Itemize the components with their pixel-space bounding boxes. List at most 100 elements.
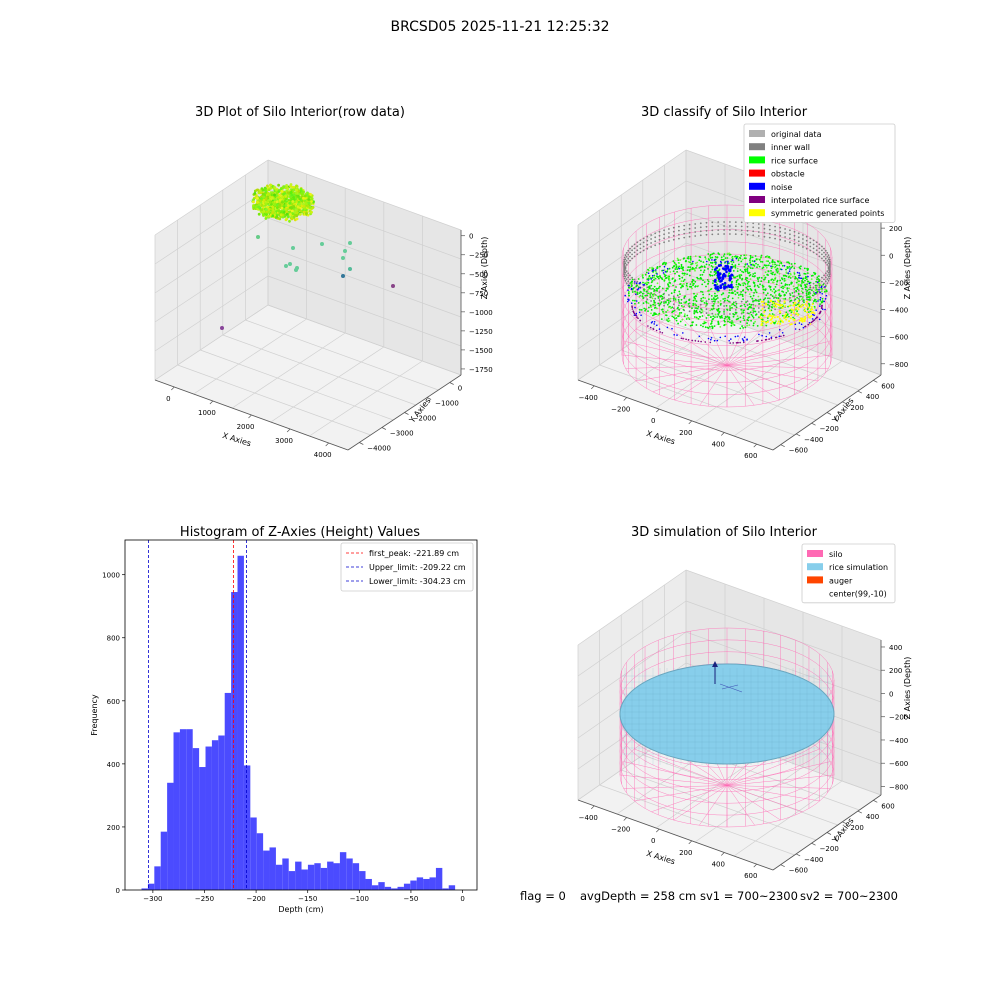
silo-floor-spoke xyxy=(651,785,728,813)
rice-surface-point xyxy=(796,288,799,290)
raw-cluster-point xyxy=(293,210,297,214)
rice-surface-point xyxy=(751,315,754,318)
inner-wall-point xyxy=(752,222,755,225)
noise-point xyxy=(750,264,752,266)
rice-surface-point xyxy=(711,274,714,277)
rice-surface-point xyxy=(704,305,707,308)
inner-wall-point xyxy=(658,238,661,241)
inner-wall-point xyxy=(633,243,636,246)
rice-surface-point xyxy=(762,288,765,291)
rice-surface-point xyxy=(744,270,747,273)
rice-surface-point xyxy=(648,285,651,288)
inner-wall-point xyxy=(729,229,731,231)
inner-wall-point xyxy=(740,229,743,232)
rice-surface-point xyxy=(657,277,660,280)
raw-cluster-point xyxy=(260,204,264,207)
rice-surface-point xyxy=(696,317,699,320)
inner-wall-point xyxy=(824,280,827,283)
rice-surface-point xyxy=(630,280,633,283)
inner-wall-point xyxy=(627,280,630,283)
inner-wall-point xyxy=(821,257,823,260)
rice-surface-point xyxy=(743,309,745,311)
x-tick-label: −150 xyxy=(298,895,317,903)
inner-wall-point xyxy=(797,301,800,304)
rice-surface-point xyxy=(631,278,634,281)
rice-surface-point xyxy=(642,297,645,300)
raw-cluster-point xyxy=(280,206,284,210)
raw-cluster-point xyxy=(265,203,268,206)
x-tick-label: −50 xyxy=(404,895,419,903)
inner-wall-point xyxy=(824,276,827,279)
noise-point xyxy=(818,318,821,321)
rice-surface-point xyxy=(693,311,696,313)
silo-floor-spoke xyxy=(726,365,802,393)
rice-surface-point xyxy=(632,287,635,290)
silo-floor-spoke xyxy=(726,365,818,382)
symmetric-point xyxy=(777,315,779,318)
inner-wall-point xyxy=(668,232,670,234)
noise-point xyxy=(800,277,803,280)
inner-wall-point xyxy=(823,255,825,258)
inner-wall-point xyxy=(827,279,830,282)
symmetric-point xyxy=(792,309,795,312)
rice-surface-point xyxy=(752,281,755,284)
inner-wall-point xyxy=(625,256,628,258)
rice-surface-point xyxy=(750,319,752,322)
rice-surface-point xyxy=(789,277,792,279)
symmetric-point xyxy=(801,304,804,307)
rice-surface-point xyxy=(758,300,760,303)
raw-cluster-point xyxy=(256,201,260,204)
rice-surface-point xyxy=(645,282,648,284)
raw-cluster-point xyxy=(285,210,289,214)
inner-wall-point xyxy=(654,232,657,235)
rice-surface-point xyxy=(651,276,654,279)
rice-surface-point xyxy=(819,284,822,287)
x-tick-label: −200 xyxy=(246,895,265,903)
rice-surface-point xyxy=(682,269,685,271)
gridline xyxy=(685,273,882,345)
rice-surface-point xyxy=(702,279,704,282)
rice-surface-point xyxy=(693,312,696,315)
raw-cluster-point xyxy=(295,211,299,215)
rice-surface-point xyxy=(631,282,633,285)
inner-wall-point xyxy=(663,241,665,244)
rice-surface-point xyxy=(715,298,718,300)
raw-cluster-point xyxy=(261,188,265,192)
z-axis-label: Z Axies (Depth) xyxy=(480,237,489,300)
rice-surface-point xyxy=(723,324,725,327)
rice-surface-point xyxy=(701,291,704,293)
histogram-bar xyxy=(307,864,315,890)
rice-surface-point xyxy=(711,298,713,301)
symmetric-point xyxy=(763,310,766,313)
rice-surface-point xyxy=(746,277,749,279)
rice-surface-point xyxy=(716,290,719,293)
rice-surface-point xyxy=(708,298,710,301)
raw-cluster-point xyxy=(290,209,294,213)
gridline xyxy=(577,569,687,646)
symmetric-point xyxy=(784,313,787,316)
rice-surface-point xyxy=(716,283,719,285)
symmetric-point xyxy=(777,320,780,323)
rice-surface-point xyxy=(691,278,694,281)
rice-surface-point xyxy=(749,254,752,257)
inner-wall-point xyxy=(717,305,720,307)
inner-wall-point xyxy=(768,236,771,239)
rice-surface-point xyxy=(733,304,736,307)
noise-point xyxy=(815,309,817,312)
raw-cluster-point xyxy=(302,190,305,194)
x-axis-label: Depth (cm) xyxy=(278,905,323,914)
rice-surface-point xyxy=(678,312,681,314)
inner-wall-point xyxy=(812,290,815,293)
rice-surface-point xyxy=(773,291,776,294)
noise-point xyxy=(796,271,799,274)
rice-surface-point xyxy=(698,310,701,313)
rice-surface-point xyxy=(710,295,713,297)
histogram-bar xyxy=(423,878,430,890)
gridline xyxy=(577,304,687,381)
rice-surface-point xyxy=(771,313,774,315)
noise-point xyxy=(630,287,633,290)
inner-wall-point xyxy=(636,253,639,256)
inner-wall-point xyxy=(636,245,639,248)
rice-surface-point xyxy=(765,294,768,297)
inner-wall-point xyxy=(699,303,702,306)
